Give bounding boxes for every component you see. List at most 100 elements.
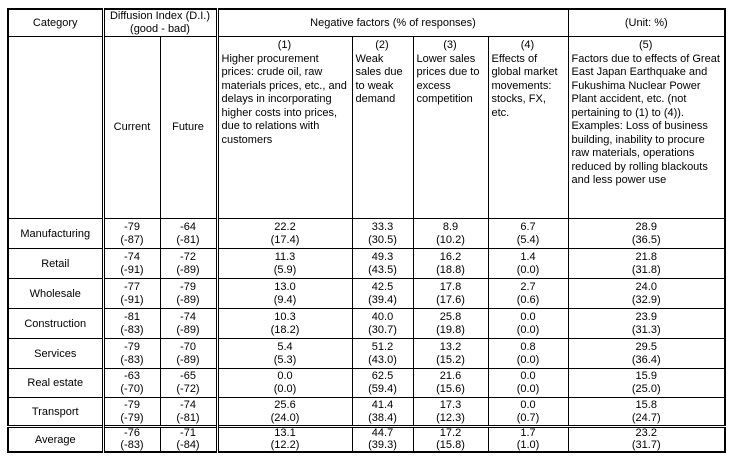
cell-paren-value: (-84) — [176, 438, 200, 451]
cell-value: 21.6 — [439, 370, 462, 382]
cell-value: 17.3 — [439, 398, 462, 411]
cell-factor-4: 6.7 (5.4) — [487, 218, 569, 249]
cell-paren-value: (-79) — [120, 411, 144, 424]
cell-paren-value: (30.5) — [368, 233, 397, 246]
cell-factor-3: 16.2 (18.8) — [412, 248, 489, 279]
cell-paren-value: (15.2) — [436, 353, 465, 366]
cell-value: 17.2 — [439, 427, 462, 439]
cell-future: -70 (-89) — [159, 338, 219, 369]
header-diffusion-index: Diffusion Index (D.I.) (good - bad) — [102, 8, 219, 37]
header-category-empty — [7, 36, 105, 219]
cell-paren-value: (17.4) — [270, 233, 300, 246]
cell-value: 13.2 — [439, 340, 462, 353]
row-category: Average — [7, 425, 105, 453]
cell-paren-value: (43.0) — [368, 353, 397, 366]
cell-value: -79 — [180, 280, 196, 293]
cell-value: 5.4 — [277, 340, 293, 353]
header-row-sub: Current Future (1) Higher procurement pr… — [7, 36, 726, 219]
cell-factor-2: 44.7 (39.3) — [351, 425, 414, 453]
cell-paren-value: (0.0) — [516, 383, 540, 395]
cell-value: -74 — [180, 398, 196, 411]
cell-paren-value: (-81) — [176, 233, 200, 246]
factor-4-number: (4) — [520, 39, 535, 51]
cell-current: -77 (-91) — [102, 278, 161, 309]
cell-factor-2: 40.0 (30.7) — [351, 308, 414, 339]
cell-paren-value: (-89) — [176, 353, 200, 366]
cell-paren-value: (1.0) — [516, 438, 540, 451]
cell-paren-value: (15.8) — [436, 438, 465, 451]
cell-factor-3: 17.2 (15.8) — [412, 425, 489, 453]
cell-paren-value: (12.3) — [436, 411, 465, 424]
cell-factor-5: 23.9 (31.3) — [567, 308, 726, 339]
cell-value: 8.9 — [442, 220, 459, 233]
cell-factor-5: 29.5 (36.4) — [567, 338, 726, 369]
factor-2-number: (2) — [375, 39, 389, 51]
factor-4-description: Effects of global market movements: stoc… — [491, 52, 558, 119]
table-row-transport: Transport -79 (-79) -74 (-81) 25.6 (24.0) 4… — [7, 397, 726, 427]
header-unit: (Unit: %) — [567, 8, 726, 37]
cell-factor-2: 51.2 (43.0) — [351, 338, 414, 369]
table-row-manufacturing: Manufacturing -79 (-87) -64 (-81) 22.2 (17.… — [7, 218, 726, 249]
cell-value: 44.7 — [371, 427, 394, 439]
factor-1-number: (1) — [277, 39, 292, 51]
cell-paren-value: (5.3) — [273, 353, 297, 366]
header-negative-factors: Negative factors (% of responses) — [216, 8, 569, 37]
cell-value: 15.9 — [635, 370, 657, 382]
cell-paren-value: (32.9) — [631, 293, 661, 306]
cell-value: 10.3 — [274, 310, 296, 323]
cell-value: 22.2 — [274, 220, 296, 233]
cell-paren-value: (17.6) — [436, 293, 465, 306]
cell-value: 11.3 — [274, 250, 296, 263]
cell-current: -79 (-87) — [102, 218, 161, 249]
table-row-construction: Construction -81 (-83) -74 (-89) 10.3 (18.2… — [7, 308, 726, 339]
cell-factor-4: 0.0 (0.0) — [487, 308, 569, 339]
cell-factor-5: 15.9 (25.0) — [567, 368, 726, 398]
table-row-average: Average -76 (-83) -71 (-84) 13.1 (12.2) 44.… — [7, 425, 726, 453]
cell-value: 25.6 — [274, 398, 296, 411]
cell-value: 23.9 — [635, 310, 657, 323]
cell-factor-3: 13.2 (15.2) — [412, 338, 489, 369]
cell-factor-5: 24.0 (32.9) — [567, 278, 726, 309]
cell-paren-value: (43.5) — [368, 263, 397, 276]
cell-future: -74 (-81) — [159, 397, 219, 427]
cell-value: -79 — [124, 340, 140, 353]
cell-factor-3: 21.6 (15.6) — [412, 368, 489, 398]
cell-paren-value: (9.4) — [273, 293, 297, 306]
cell-value: 6.7 — [520, 220, 536, 233]
cell-paren-value: (12.2) — [270, 438, 300, 451]
cell-paren-value: (-83) — [120, 323, 144, 336]
cell-current: -74 (-91) — [102, 248, 161, 279]
cell-paren-value: (0.0) — [516, 323, 540, 336]
cell-factor-1: 11.3 (5.9) — [216, 248, 353, 279]
header-factor-2: (2) Weak sales due to weak demand — [351, 36, 414, 219]
cell-value: 0.0 — [277, 370, 293, 382]
cell-paren-value: (-89) — [176, 263, 200, 276]
cell-value: 0.0 — [520, 398, 536, 411]
cell-current: -81 (-83) — [102, 308, 161, 339]
cell-value: 42.5 — [371, 280, 394, 293]
cell-value: 13.1 — [274, 427, 296, 439]
header-factor-4: (4) Effects of global market movements: … — [487, 36, 569, 219]
cell-paren-value: (18.2) — [270, 323, 300, 336]
cell-factor-1: 13.0 (9.4) — [216, 278, 353, 309]
header-diffusion-index-line1: Diffusion Index (D.I.) — [109, 10, 211, 22]
cell-paren-value: (24.0) — [270, 411, 300, 424]
cell-value: 21.8 — [635, 250, 657, 263]
cell-paren-value: (-81) — [176, 411, 200, 424]
cell-value: 13.0 — [274, 280, 296, 293]
cell-paren-value: (-72) — [176, 383, 200, 395]
cell-factor-3: 8.9 (10.2) — [412, 218, 489, 249]
cell-value: 24.0 — [635, 280, 657, 293]
cell-value: 33.3 — [371, 220, 394, 233]
cell-value: -71 — [180, 427, 196, 439]
cell-factor-5: 21.8 (31.8) — [567, 248, 726, 279]
row-category: Services — [7, 338, 105, 369]
table-row-retail: Retail -74 (-91) -72 (-89) 11.3 (5.9) 49.3(… — [7, 248, 726, 279]
row-category: Real estate — [7, 368, 105, 398]
cell-paren-value: (25.0) — [631, 383, 661, 395]
table-row-services: Services -79 (-83) -70 (-89) 5.4 (5.3) 51.2… — [7, 338, 726, 369]
cell-paren-value: (-89) — [176, 293, 200, 306]
cell-value: 1.7 — [520, 427, 536, 439]
cell-factor-1: 13.1 (12.2) — [216, 425, 353, 453]
cell-value: 62.5 — [371, 370, 394, 382]
